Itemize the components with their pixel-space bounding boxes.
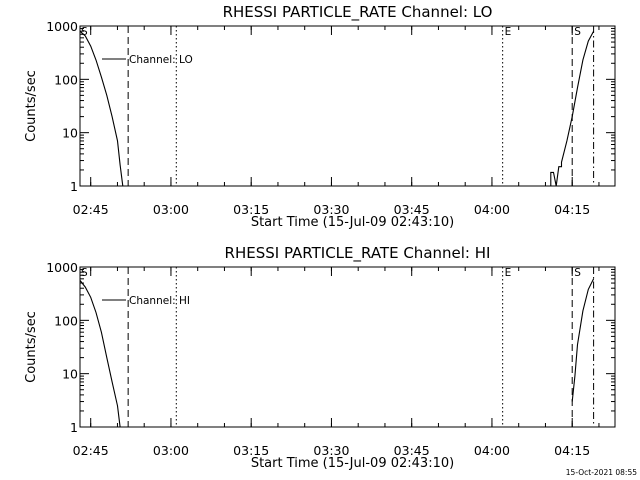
series-line-0 [79, 30, 124, 187]
x-tick-label: 02:45 [73, 443, 109, 458]
marker-label: E [505, 26, 512, 38]
x-tick-label: 04:00 [474, 202, 510, 217]
plot-frame [79, 25, 616, 187]
y-tick-label: 1 [70, 420, 78, 435]
corner-label: S [81, 267, 88, 279]
x-tick-label: 03:15 [233, 202, 269, 217]
marker-label: S [574, 267, 581, 279]
x-tick-label: 03:00 [153, 202, 189, 217]
plot-frame [79, 266, 616, 428]
legend-label: Channel: HI [129, 295, 190, 307]
x-tick-label: 03:30 [313, 202, 349, 217]
y-tick-label: 1000 [46, 260, 78, 275]
chart-panel-lo: RHESSI PARTICLE_RATE Channel: LO 1 10 100 10… [24, 3, 616, 230]
marker-label: S [574, 26, 581, 38]
marker-label: E [505, 267, 512, 279]
chart-title: RHESSI PARTICLE_RATE Channel: HI [225, 244, 491, 263]
x-tick-label: 03:15 [233, 443, 269, 458]
x-axis-label: Start Time (15-Jul-09 02:43:10) [251, 456, 454, 471]
series-line-0 [79, 280, 121, 428]
y-tick-label: 1 [70, 179, 78, 194]
chart-title: RHESSI PARTICLE_RATE Channel: LO [223, 3, 493, 22]
y-axis-label: Counts/sec [24, 311, 39, 383]
x-tick-label: 04:15 [554, 443, 590, 458]
y-tick-label: 10 [62, 126, 78, 141]
legend-label: Channel: LO [129, 54, 193, 66]
x-tick-label: 04:00 [474, 443, 510, 458]
y-tick-label: 1000 [46, 19, 78, 34]
x-tick-label: 03:45 [394, 202, 430, 217]
x-axis-label: Start Time (15-Jul-09 02:43:10) [251, 215, 454, 230]
x-tick-label: 03:30 [313, 443, 349, 458]
y-tick-label: 100 [54, 313, 78, 328]
x-tick-label: 02:45 [73, 202, 109, 217]
chart-panel-hi: RHESSI PARTICLE_RATE Channel: HI 1 10 100 10… [24, 244, 616, 471]
series-line-1 [550, 30, 595, 187]
x-tick-label: 03:45 [394, 443, 430, 458]
y-axis-label: Counts/sec [24, 70, 39, 142]
x-tick-label: 04:15 [554, 202, 590, 217]
y-tick-label: 10 [62, 367, 78, 382]
footer-timestamp: 15-Oct-2021 08:55 [566, 468, 637, 477]
x-tick-label: 03:00 [153, 443, 189, 458]
series-line-1 [571, 278, 595, 402]
corner-label: S [81, 26, 88, 38]
y-tick-label: 100 [54, 72, 78, 87]
